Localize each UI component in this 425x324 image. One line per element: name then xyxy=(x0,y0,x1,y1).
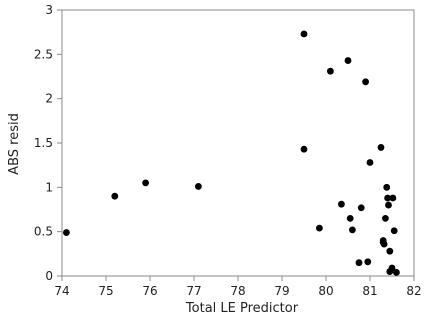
data-point xyxy=(362,78,369,86)
data-point xyxy=(338,200,345,208)
data-point xyxy=(355,259,363,267)
data-point xyxy=(383,183,391,191)
data-point xyxy=(300,145,308,153)
x-tick-label: 79 xyxy=(274,284,289,298)
x-tick-label: 74 xyxy=(54,284,69,298)
data-point xyxy=(366,159,374,166)
plot-frame xyxy=(61,9,415,277)
x-tick-label: 75 xyxy=(98,284,113,298)
data-point xyxy=(385,201,392,209)
plot-layer: 74 75 76 77 78 79 80 81 82 0 0.5 1 1.5 2 2.5 3 xyxy=(34,3,422,298)
y-tick-label: 2.5 xyxy=(34,47,53,61)
y-tick-label: 3 xyxy=(45,3,53,17)
data-point xyxy=(349,226,356,234)
data-point xyxy=(377,144,385,151)
data-point xyxy=(300,30,308,38)
y-tick-label: 0 xyxy=(45,269,53,283)
y-tick-label: 1.5 xyxy=(34,136,53,150)
data-point xyxy=(386,247,394,255)
x-tick-label: 76 xyxy=(142,284,157,298)
x-tick-label: 77 xyxy=(186,284,201,298)
data-point xyxy=(390,227,398,235)
data-point xyxy=(388,264,396,272)
data-point xyxy=(357,204,365,212)
data-point xyxy=(382,214,389,222)
y-tick-label: 2 xyxy=(45,92,53,106)
data-point xyxy=(393,269,400,276)
y-tick-label: 0.5 xyxy=(34,225,53,239)
x-tick-label: 82 xyxy=(406,284,421,298)
data-point xyxy=(364,258,372,266)
data-point xyxy=(380,240,388,248)
x-tick-label: 80 xyxy=(318,284,333,298)
data-point xyxy=(389,194,397,202)
y-tick-label: 1 xyxy=(45,180,53,194)
x-tick-label: 78 xyxy=(230,284,245,298)
data-point xyxy=(384,194,391,202)
data-point xyxy=(344,57,352,64)
x-axis-title: Total LE Predictor xyxy=(185,301,299,316)
data-point xyxy=(142,179,150,187)
data-point xyxy=(327,67,334,75)
data-point xyxy=(346,214,354,222)
data-point xyxy=(316,224,323,232)
x-tick-label: 81 xyxy=(362,284,377,298)
data-point xyxy=(111,192,119,200)
y-axis-title: ABS resid xyxy=(7,113,22,175)
data-point xyxy=(195,183,202,190)
data-point xyxy=(63,229,70,236)
